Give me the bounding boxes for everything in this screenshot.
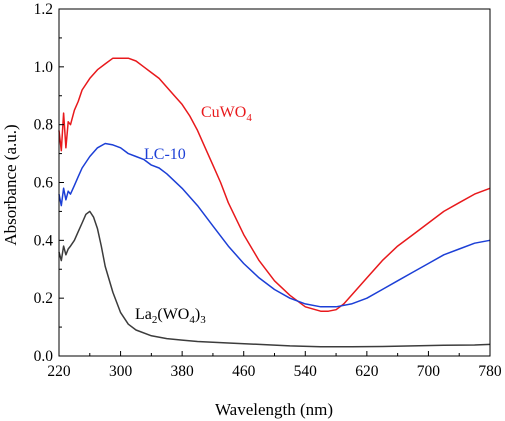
y-tick-label: 0.2 (34, 290, 53, 307)
series-line-2 (58, 210, 491, 348)
y-tick-label: 1.0 (34, 59, 54, 76)
series-layer (58, 57, 491, 348)
y-tick-label: 0.8 (34, 117, 54, 134)
x-axis-title: Wavelength (nm) (215, 400, 333, 419)
y-axis-title: Absorbance (a.u.) (1, 124, 20, 245)
plot-frame (58, 8, 491, 357)
x-tick-label: 780 (478, 363, 502, 380)
x-tick-label: 540 (294, 363, 318, 380)
y-tick-label: 0.4 (34, 232, 54, 249)
axes-layer: 220 300 380 460 540 620 700 780 0.0 0.2 0.4 0.6 0.8 1… (34, 1, 502, 380)
series-label-1: LC-10 (144, 146, 186, 163)
y-tick-label: 1.2 (34, 1, 53, 18)
x-tick-label: 300 (109, 363, 133, 380)
series-label-0: CuWO4 (201, 104, 252, 124)
x-tick-label: 460 (232, 363, 256, 380)
x-tick-label: 700 (417, 363, 441, 380)
x-tick-label: 220 (47, 363, 71, 380)
series-label-2: La2(WO4)3 (135, 306, 206, 326)
x-tick-label: 380 (171, 363, 195, 380)
series-line-0 (58, 57, 491, 312)
y-tick-label: 0.0 (34, 348, 54, 365)
labels-layer: CuWO4 LC-10 La2(WO4)3 (135, 104, 252, 326)
y-tick-label: 0.6 (34, 175, 54, 192)
x-tick-label: 620 (355, 363, 379, 380)
series-line-1 (58, 142, 491, 308)
